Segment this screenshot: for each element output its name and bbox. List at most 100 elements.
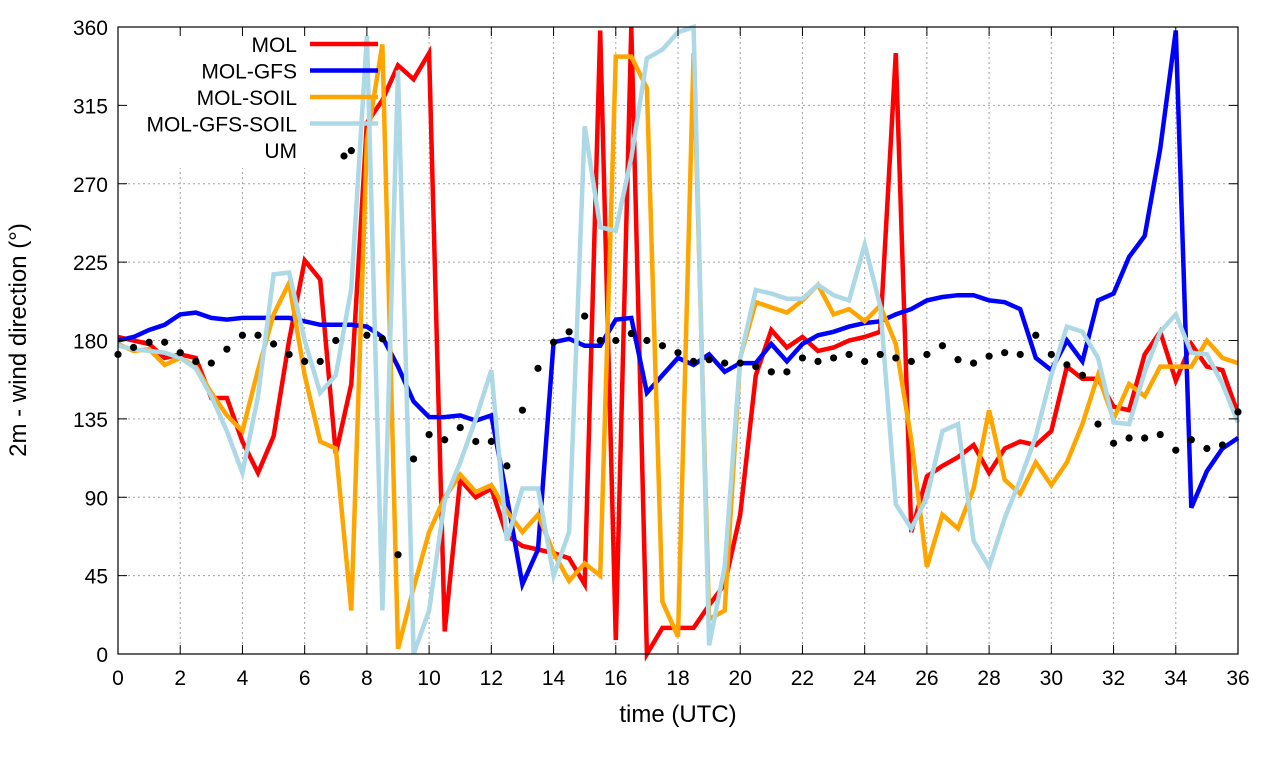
data-point-um	[441, 436, 449, 444]
data-point-um	[316, 357, 324, 365]
data-point-um	[301, 357, 309, 365]
data-point-um	[161, 338, 169, 346]
data-point-um	[1032, 331, 1040, 339]
x-tick-label: 36	[1226, 667, 1249, 690]
x-tick-label: 8	[361, 667, 373, 690]
data-point-um	[1218, 441, 1227, 449]
legend-label-mol-soil: MOL-SOIL	[197, 87, 297, 110]
x-tick-label: 0	[112, 667, 124, 690]
x-tick-label: 26	[915, 667, 938, 690]
data-point-um	[145, 338, 153, 346]
x-tick-label: 14	[542, 667, 566, 690]
x-tick-label: 2	[174, 667, 186, 690]
data-point-um	[207, 359, 215, 367]
y-tick-label: 180	[73, 331, 108, 354]
x-axis-label: time (UTC)	[619, 701, 736, 728]
x-tick-label: 6	[299, 667, 311, 690]
legend-swatch-um	[340, 152, 348, 160]
data-point-um	[643, 336, 651, 345]
data-point-um	[674, 349, 682, 357]
x-tick-label: 12	[480, 667, 503, 690]
x-tick-label: 32	[1102, 667, 1125, 690]
data-point-um	[192, 357, 200, 365]
data-point-um	[472, 437, 480, 446]
data-point-um	[176, 349, 184, 357]
data-point-um	[845, 350, 853, 359]
y-tick-label: 270	[73, 174, 108, 197]
x-tick-label: 18	[666, 667, 689, 690]
x-tick-label: 28	[977, 667, 1000, 690]
data-point-um	[954, 356, 962, 364]
axis-ticks: 0 45 90 135 180 225 270 315 360 0 2 4 6 8 10 12 14 16 18 20…	[73, 17, 1250, 690]
data-point-um	[752, 363, 760, 371]
data-point-um	[1187, 436, 1195, 444]
y-tick-label: 0	[96, 644, 108, 667]
x-tick-label: 10	[417, 667, 440, 690]
data-point-um	[736, 359, 744, 367]
data-point-um	[238, 331, 247, 339]
data-point-um	[1172, 446, 1180, 454]
data-point-um	[1156, 430, 1164, 439]
data-point-um	[1078, 371, 1087, 379]
data-point-um	[1016, 350, 1024, 359]
data-point-um	[985, 352, 993, 360]
data-point-um	[565, 328, 573, 336]
x-tick-label: 20	[729, 667, 752, 690]
x-tick-label: 16	[604, 667, 627, 690]
y-tick-label: 360	[73, 17, 108, 40]
data-point-um	[332, 336, 340, 345]
x-tick-label: 30	[1040, 667, 1063, 690]
data-point-um	[969, 359, 978, 367]
data-point-um	[363, 331, 371, 339]
data-point-um	[658, 342, 667, 350]
x-tick-label: 34	[1164, 667, 1188, 690]
data-point-um	[285, 350, 293, 359]
data-point-um	[876, 350, 884, 359]
data-point-um	[612, 336, 620, 345]
series-line-mol-soil	[117, 44, 1239, 650]
data-point-um	[549, 338, 558, 346]
data-point-um	[721, 359, 729, 367]
y-tick-label: 45	[85, 566, 108, 589]
x-tick-label: 4	[237, 667, 249, 690]
data-point-um	[783, 368, 791, 376]
y-tick-label: 315	[73, 95, 108, 118]
data-point-um	[378, 335, 387, 343]
legend-label-mol-gfs: MOL-GFS	[201, 61, 297, 84]
data-point-um	[518, 406, 527, 414]
legend-label-um: UM	[264, 140, 297, 163]
data-point-um	[907, 357, 915, 365]
data-point-um	[581, 312, 589, 320]
data-point-um	[534, 364, 542, 372]
data-point-um	[1141, 434, 1149, 442]
data-point-um	[892, 354, 900, 362]
data-point-um	[767, 368, 775, 376]
data-point-um	[425, 430, 433, 439]
data-point-um	[798, 354, 807, 362]
legend-label-mol: MOL	[251, 34, 297, 57]
data-point-um	[627, 329, 635, 338]
data-point-um	[1094, 420, 1102, 428]
data-point-um	[596, 336, 604, 345]
data-point-um	[456, 423, 464, 432]
legend-label-mol-gfs-soil: MOL-GFS-SOIL	[146, 114, 297, 137]
data-point-um	[689, 357, 698, 365]
data-point-um	[129, 343, 138, 352]
y-axis-label: 2m - wind direction (°)	[5, 223, 32, 457]
x-tick-label: 22	[791, 667, 814, 690]
data-point-um	[1125, 434, 1133, 442]
y-tick-label: 90	[85, 487, 108, 510]
data-point-um	[829, 354, 838, 362]
data-point-um	[1109, 439, 1118, 447]
y-tick-label: 135	[73, 409, 108, 432]
data-point-um	[269, 340, 278, 348]
data-point-um	[409, 455, 418, 463]
data-point-um	[1063, 361, 1071, 369]
data-point-um	[923, 350, 931, 359]
data-point-um	[705, 356, 713, 364]
y-tick-label: 225	[73, 252, 108, 275]
data-point-um	[938, 342, 947, 350]
data-point-um	[814, 357, 822, 365]
data-point-um	[1001, 349, 1009, 357]
